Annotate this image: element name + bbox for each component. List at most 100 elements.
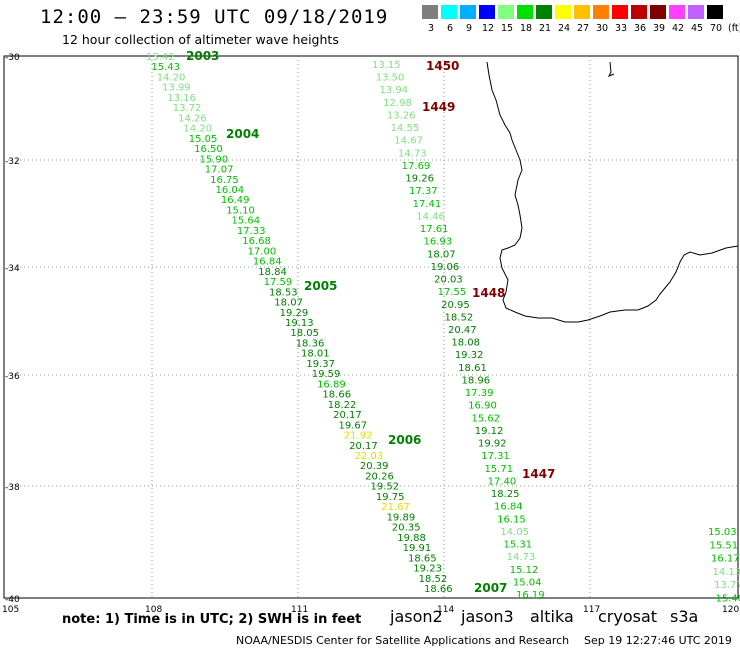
swh-value: 17.41 — [413, 199, 442, 210]
lon-label: 111 — [291, 605, 308, 615]
swh-value: 19.89 — [387, 512, 416, 523]
pass-label: 1449 — [422, 100, 455, 114]
swh-value: 17.69 — [402, 161, 431, 172]
swh-value: 19.37 — [306, 359, 335, 370]
swh-value: 19.32 — [455, 350, 484, 361]
swh-value: 19.67 — [338, 420, 367, 431]
legend-label: 9 — [465, 23, 473, 34]
lat-label: -34 — [5, 264, 20, 274]
lon-label: 117 — [583, 605, 600, 615]
legend-swatch — [517, 5, 533, 19]
swh-value: 18.52 — [445, 312, 474, 323]
swh-value: 20.39 — [360, 461, 389, 472]
pass-label: 2005 — [304, 279, 337, 293]
swh-value: 19.88 — [397, 533, 426, 544]
swh-value: 13.26 — [387, 110, 416, 121]
lon-labels: 105 108 111 114 117 120 — [2, 605, 739, 615]
swh-value: 16.89 — [317, 379, 346, 390]
swh-value: 16.49 — [221, 195, 250, 206]
swh-value: 15.12 — [510, 565, 539, 576]
swh-value: 18.25 — [491, 489, 520, 500]
swh-value: 18.07 — [274, 298, 303, 309]
sat-label-jason3: jason3 — [461, 607, 514, 626]
swh-value: 22.03 — [355, 451, 384, 462]
map-subtitle: 12 hour collection of altimeter wave hei… — [62, 32, 339, 47]
swh-value: 15.90 — [199, 154, 228, 165]
lon-label: 108 — [145, 605, 162, 615]
swh-value: 18.61 — [458, 363, 487, 374]
swh-value: 19.91 — [403, 543, 432, 554]
graticule — [4, 56, 738, 598]
swh-value: 17.37 — [409, 186, 438, 197]
lat-label: -38 — [5, 483, 20, 493]
sat-label-cryosat: cryosat — [598, 607, 658, 626]
swh-value: 15.05 — [189, 134, 218, 145]
swh-value: 18.52 — [419, 574, 448, 585]
pass-label: 2003 — [186, 49, 219, 63]
swh-value: 20.35 — [392, 523, 421, 534]
legend-label: 36 — [633, 23, 647, 34]
swh-value: 18.07 — [427, 249, 456, 260]
legend-swatch — [650, 5, 666, 19]
swh-value: 14.26 — [178, 113, 207, 124]
swh-value: 16.04 — [216, 185, 245, 196]
swh-value: 17.59 — [264, 277, 293, 288]
sat-label-jason2: jason2 — [390, 607, 443, 626]
swh-value: 14.05 — [500, 527, 529, 538]
legend-swatch — [593, 5, 609, 19]
swh-value: 20.17 — [333, 410, 362, 421]
swh-value: 15.43 — [151, 62, 180, 73]
swh-value: 15.31 — [503, 540, 532, 551]
legend-swatch — [612, 5, 628, 19]
swh-value: 14.13 — [713, 567, 740, 578]
legend-swatch — [707, 5, 723, 19]
swh-value: 20.26 — [365, 471, 394, 482]
track-layer: 13.4215.4314.2013.9913.1613.7214.2614.20… — [146, 49, 740, 605]
legend-swatch — [498, 5, 514, 19]
swh-value: 13.42 — [146, 52, 175, 63]
australia-coastline — [486, 61, 739, 323]
sat-label-s3a: s3a — [670, 607, 699, 626]
legend-swatch — [441, 5, 457, 19]
swh-value: 17.39 — [465, 388, 494, 399]
map-title: 12:00 – 23:59 UTC 09/18/2019 — [40, 6, 389, 28]
swh-value: 18.66 — [424, 584, 453, 595]
swh-value: 18.05 — [290, 328, 319, 339]
swh-value: 17.31 — [481, 451, 510, 462]
swh-value: 17.00 — [248, 246, 277, 257]
swh-value: 16.50 — [194, 144, 223, 155]
legend-label: 30 — [595, 23, 609, 34]
pass-label: 1450 — [426, 59, 459, 73]
legend-swatch — [669, 5, 685, 19]
swh-value: 16.75 — [210, 175, 239, 186]
swh-value: 16.93 — [423, 237, 452, 248]
lon-label: 114 — [437, 605, 454, 615]
legend-swatch — [460, 5, 476, 19]
legend-label: 6 — [446, 23, 454, 34]
lon-label: 120 — [722, 605, 739, 615]
swh-value: 13.50 — [376, 73, 405, 84]
swh-value: 18.84 — [258, 267, 287, 278]
swh-value: 19.52 — [371, 482, 400, 493]
legend-label: 12 — [481, 23, 495, 34]
timestamp: Sep 19 12:27:46 UTC 2019 — [584, 634, 732, 647]
swh-value: 19.26 — [405, 174, 434, 185]
swh-value: 20.17 — [349, 441, 378, 452]
river-inlet — [607, 61, 615, 77]
swh-value: 13.77 — [714, 580, 740, 591]
swh-value: 13.16 — [167, 93, 196, 104]
legend-unit: (ft) — [728, 23, 740, 34]
swh-value: 17.61 — [420, 224, 449, 235]
swh-value: 18.08 — [451, 338, 480, 349]
legend-label: 39 — [652, 23, 666, 34]
lat-label: -30 — [5, 53, 20, 63]
lat-label: -40 — [5, 595, 20, 605]
legend-label: 18 — [519, 23, 533, 34]
legend-label: 3 — [427, 23, 435, 34]
swh-value: 15.03 — [708, 527, 737, 538]
pass-label: 2007 — [474, 581, 507, 595]
swh-value: 18.66 — [322, 390, 351, 401]
swh-value: 12.98 — [383, 98, 412, 109]
swh-value: 14.73 — [507, 552, 536, 563]
